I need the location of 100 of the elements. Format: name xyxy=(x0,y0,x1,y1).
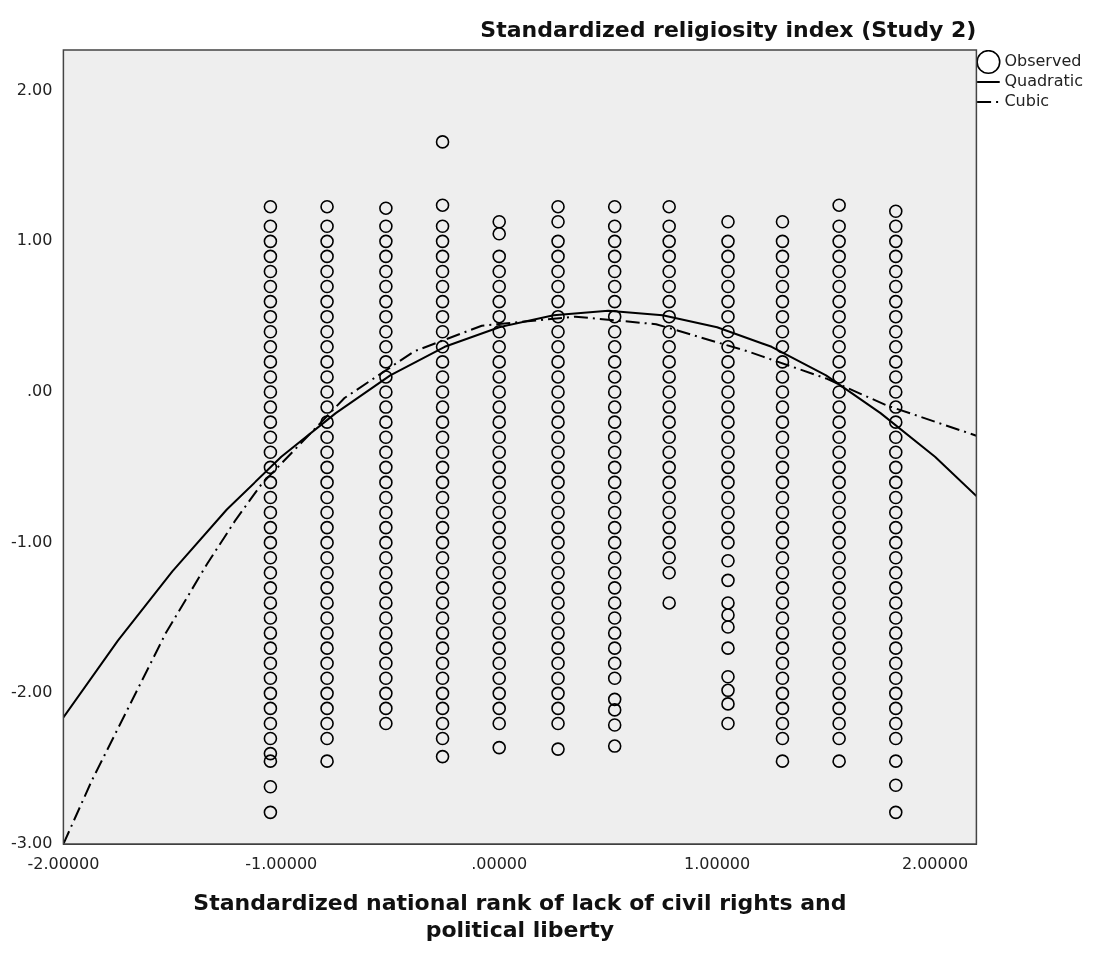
point xyxy=(721,355,735,369)
point xyxy=(662,234,676,249)
point xyxy=(320,445,334,460)
point xyxy=(492,385,506,399)
point xyxy=(320,671,334,686)
point xyxy=(888,686,903,701)
point xyxy=(888,204,903,219)
point xyxy=(888,415,903,429)
point xyxy=(263,611,278,625)
point xyxy=(888,219,903,234)
point xyxy=(832,656,846,670)
point xyxy=(320,701,334,716)
point xyxy=(551,581,565,595)
point xyxy=(435,535,450,550)
point xyxy=(832,309,846,324)
point xyxy=(320,264,334,279)
point xyxy=(662,324,676,339)
point xyxy=(551,309,565,324)
point xyxy=(775,505,790,520)
point xyxy=(662,475,676,490)
point xyxy=(551,701,565,716)
y-tick-label: 2.00 xyxy=(16,79,53,99)
point xyxy=(832,445,846,460)
point xyxy=(435,731,450,746)
point xyxy=(607,249,622,264)
point xyxy=(435,445,450,460)
point xyxy=(551,199,565,214)
point xyxy=(263,731,278,746)
point xyxy=(551,686,565,701)
point xyxy=(551,716,565,731)
point xyxy=(888,581,903,595)
point xyxy=(775,754,790,768)
point xyxy=(320,611,334,625)
point xyxy=(888,400,903,414)
point xyxy=(775,656,790,670)
point xyxy=(320,596,334,610)
point xyxy=(888,535,903,550)
point xyxy=(492,611,506,625)
point xyxy=(379,415,393,429)
point xyxy=(888,731,903,746)
point xyxy=(775,641,790,655)
point xyxy=(832,355,846,369)
point xyxy=(492,340,506,354)
point xyxy=(263,671,278,686)
point xyxy=(263,430,278,445)
point xyxy=(492,716,506,731)
point xyxy=(662,370,676,384)
point xyxy=(320,219,334,234)
point xyxy=(888,805,903,820)
point xyxy=(379,701,393,716)
point xyxy=(721,214,735,229)
point xyxy=(435,581,450,595)
point xyxy=(320,716,334,731)
point xyxy=(721,620,735,634)
point xyxy=(607,324,622,339)
point xyxy=(775,309,790,324)
point xyxy=(492,475,506,490)
point xyxy=(379,490,393,505)
point xyxy=(721,234,735,249)
x-tick-label: 2.00000 xyxy=(901,853,969,873)
point xyxy=(607,355,622,369)
point xyxy=(435,309,450,324)
point xyxy=(662,340,676,354)
point xyxy=(832,400,846,414)
point xyxy=(263,294,278,309)
point xyxy=(379,294,393,309)
point xyxy=(435,475,450,490)
point xyxy=(492,686,506,701)
point xyxy=(888,370,903,384)
point xyxy=(435,490,450,505)
point xyxy=(662,445,676,460)
point xyxy=(492,227,506,241)
point xyxy=(320,370,334,384)
point xyxy=(492,671,506,686)
point xyxy=(888,445,903,460)
point xyxy=(721,340,735,354)
point xyxy=(607,309,622,324)
y-tick-label: 1.00 xyxy=(16,230,53,250)
point xyxy=(263,219,278,234)
point xyxy=(832,340,846,354)
point xyxy=(775,686,790,701)
point xyxy=(435,294,450,309)
point xyxy=(888,550,903,565)
point xyxy=(832,198,846,212)
point xyxy=(551,430,565,445)
point xyxy=(379,430,393,445)
point xyxy=(775,294,790,309)
point xyxy=(492,415,506,429)
point xyxy=(721,716,735,731)
point xyxy=(263,505,278,520)
point xyxy=(263,581,278,595)
point xyxy=(435,566,450,580)
point xyxy=(607,611,622,625)
point xyxy=(435,460,450,475)
point xyxy=(263,716,278,731)
point xyxy=(320,415,334,429)
point xyxy=(832,520,846,535)
point xyxy=(607,279,622,294)
point xyxy=(379,550,393,565)
point xyxy=(607,550,622,565)
